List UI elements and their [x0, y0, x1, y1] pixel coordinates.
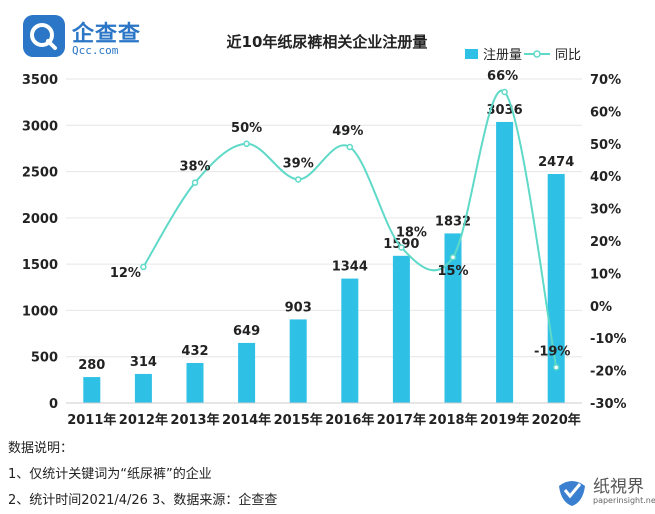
bar-value-label: 314	[130, 355, 157, 370]
legend-bar-label: 注册量	[483, 48, 522, 63]
bar-value-label: 649	[233, 324, 260, 339]
line-value-label: 39%	[283, 156, 314, 171]
x-tick-label: 2020年	[532, 412, 581, 428]
line-point	[140, 263, 147, 271]
qcc-logo-domain: Qcc.com	[72, 44, 119, 57]
chart-legend: 注册量 同比	[465, 48, 581, 63]
x-axis: 2011年 2012年 2013年 2014年 2015年 2016年 2017年 2018年…	[66, 402, 582, 428]
y-right-tick-label: 20%	[590, 235, 621, 250]
notes-line-2: 2、统计时间2021/4/26 3、数据来源：企查查	[8, 493, 278, 508]
bar-series	[83, 121, 565, 404]
bar	[392, 255, 410, 403]
y-right-tick-label: -10%	[590, 332, 627, 347]
x-tick-label: 2017年	[377, 412, 426, 428]
qcc-logo: 企查查 Qcc.com	[22, 14, 142, 64]
line-point	[243, 140, 250, 148]
line-value-label: 18%	[396, 225, 427, 240]
bar	[289, 319, 307, 403]
line-point	[552, 364, 560, 371]
x-tick-label: 2011年	[67, 412, 116, 428]
x-tick-label: 2015年	[274, 412, 323, 428]
y-left-tick-label: 1000	[22, 304, 58, 319]
y-axis-right: -30% -20% -10% 0% 10% 20% 30% 40% 50% 60% 70%	[590, 73, 627, 412]
line-value-label: 49%	[332, 124, 363, 139]
y-left-tick-label: 0	[49, 397, 58, 412]
line-point	[449, 253, 457, 261]
watermark-text: 纸視界	[593, 477, 644, 497]
bar-value-label: 280	[78, 358, 105, 373]
line-point	[346, 143, 354, 151]
y-right-tick-label: 0%	[590, 300, 612, 315]
line-labels: 12% 38% 50% 39% 49% 18% 15% 66% -19%	[110, 69, 571, 359]
data-notes: 数据说明： 1、仅统计关键词为“纸尿裤”的企业 2、统计时间2021/4/26 …	[8, 436, 277, 514]
line-point	[398, 244, 405, 251]
y-left-tick-label: 2500	[22, 166, 58, 181]
y-right-tick-label: 50%	[590, 138, 621, 153]
line-point	[191, 179, 199, 186]
bar	[341, 278, 359, 403]
y-left-tick-label: 3000	[22, 119, 58, 134]
x-tick-label: 2019年	[480, 412, 529, 428]
qcc-logo-text: 企查查	[72, 22, 142, 47]
x-tick-label: 2016年	[325, 412, 374, 428]
bar	[186, 363, 204, 403]
x-tick-label: 2012年	[119, 412, 168, 428]
y-left-tick-label: 3500	[22, 73, 58, 88]
y-right-tick-label: -20%	[590, 365, 627, 380]
chart-title: 近10年纸尿裤相关企业注册量	[227, 33, 428, 51]
y-axis-left: 0 500 1000 1500 2000 2500 3000 3500	[22, 73, 58, 412]
notes-heading: 数据说明：	[8, 441, 74, 456]
watermark-icon	[559, 481, 585, 506]
y-right-tick-label: 70%	[590, 73, 621, 88]
qcc-logo-icon	[23, 15, 65, 57]
legend-bar-swatch	[465, 49, 478, 59]
x-tick-label: 2013年	[170, 412, 219, 428]
bar	[134, 373, 152, 403]
x-tick-label: 2014年	[222, 412, 271, 428]
bar-value-label: 1344	[332, 260, 368, 275]
y-left-tick-label: 500	[31, 351, 58, 366]
y-right-tick-label: -30%	[590, 397, 627, 412]
x-tick-label: 2018年	[428, 412, 477, 428]
bar	[496, 121, 514, 404]
bar-value-label: 903	[285, 300, 312, 315]
bar-value-label: 2474	[538, 155, 574, 170]
watermark-logo: 纸視界 paperinsight.net	[555, 470, 655, 514]
line-point	[294, 176, 302, 183]
line-value-label: 38%	[179, 160, 210, 175]
bar	[444, 233, 462, 403]
y-right-tick-label: 30%	[590, 203, 621, 218]
line-value-label: 66%	[487, 69, 518, 84]
line-value-label: 50%	[231, 121, 262, 136]
bar-value-label: 432	[181, 344, 208, 359]
line-value-label: 15%	[437, 264, 468, 279]
y-left-tick-label: 2000	[22, 212, 58, 227]
y-right-tick-label: 10%	[590, 267, 621, 282]
y-right-tick-label: 60%	[590, 105, 621, 120]
bar-value-label: 1832	[435, 214, 471, 229]
line-value-label: 12%	[110, 266, 141, 281]
y-left-tick-label: 1500	[22, 258, 58, 273]
notes-line-1: 1、仅统计关键词为“纸尿裤”的企业	[8, 467, 212, 482]
line-points	[140, 88, 560, 371]
line-value-label: -19%	[534, 344, 571, 359]
bar	[83, 377, 101, 403]
watermark-domain: paperinsight.net	[593, 496, 655, 505]
line-point	[501, 88, 508, 96]
legend-line-label: 同比	[555, 48, 581, 63]
legend-line-marker	[533, 50, 541, 58]
y-right-tick-label: 40%	[590, 170, 621, 185]
bar	[238, 342, 256, 403]
